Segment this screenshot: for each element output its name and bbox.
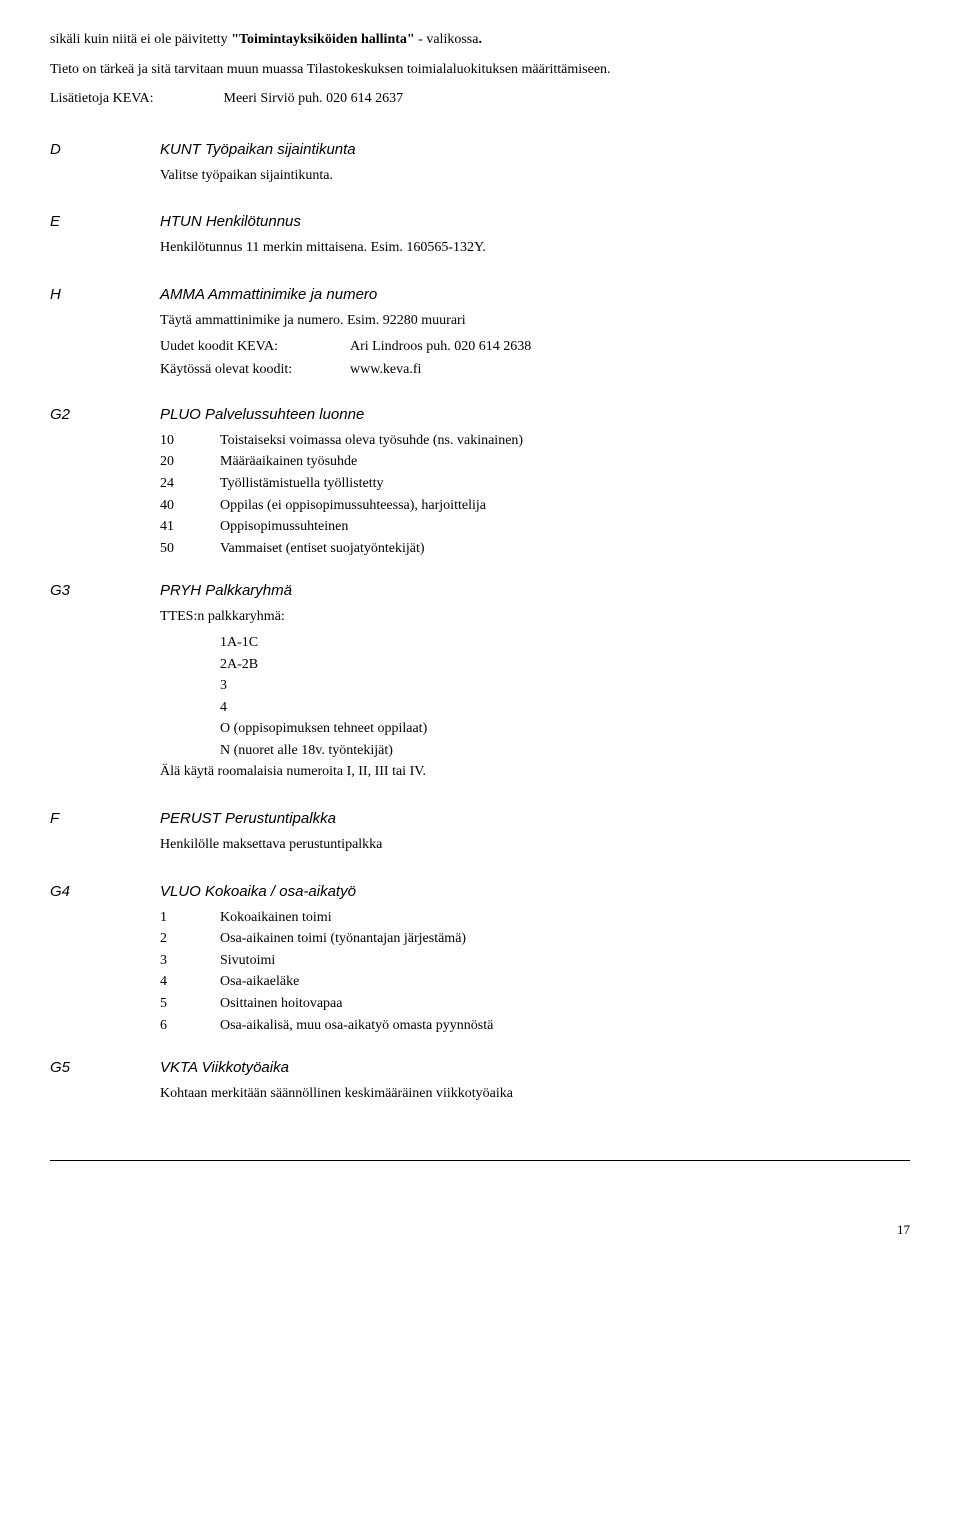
body-text: Kohtaan merkitään säännöllinen keskimäär… [160,1084,910,1104]
section-G2: G2PLUO Palvelussuhteen luonne 10Toistaise… [50,404,910,561]
indent-item: 2A-2B [220,655,910,675]
section-G3: G3PRYH Palkkaryhmä TTES:n palkkaryhmä: 1A-… [50,580,910,788]
section-heading: AMMA Ammattinimike ja numero [160,284,910,305]
section-content: HTUN Henkilötunnus Henkilötunnus 11 merki… [160,211,910,264]
list-code: 3 [160,951,220,971]
list-row: 4Osa-aikaeläke [160,972,910,992]
section-heading: VKTA Viikkotyöaika [160,1057,910,1078]
kv-row: Uudet koodit KEVA:Ari Lindroos puh. 020 … [160,337,910,357]
list-code: 4 [160,972,220,992]
list-code: 2 [160,929,220,949]
list-code: 20 [160,452,220,472]
list-code: 41 [160,517,220,537]
intro-line-2: Tieto on tärkeä ja sitä tarvitaan muun m… [50,60,910,80]
body-text: TTES:n palkkaryhmä: [160,607,910,627]
list-label: Osa-aikalisä, muu osa-aikatyö omasta pyy… [220,1016,910,1036]
section-letter: E [50,211,160,264]
section-content: KUNT Työpaikan sijaintikunta Valitse työp… [160,139,910,192]
list-label: Osa-aikainen toimi (työnantajan järjestä… [220,929,910,949]
section-letter: F [50,808,160,861]
list-label: Toistaiseksi voimassa oleva työsuhde (ns… [220,431,910,451]
list-row: 50Vammaiset (entiset suojatyöntekijät) [160,539,910,559]
lisatietoja-row: Lisätietoja KEVA: Meeri Sirviö puh. 020 … [50,89,910,109]
list-row: 10Toistaiseksi voimassa oleva työsuhde (… [160,431,910,451]
list-row: 5Osittainen hoitovapaa [160,994,910,1014]
body-text: Älä käytä roomalaisia numeroita I, II, I… [160,762,910,782]
list-code: 24 [160,474,220,494]
lisatietoja-value: Meeri Sirviö puh. 020 614 2637 [224,91,404,106]
section-letter: G5 [50,1057,160,1110]
list-row: 24Työllistämistuella työllistetty [160,474,910,494]
section-heading: HTUN Henkilötunnus [160,211,910,232]
kv-label: Käytössä olevat koodit: [160,360,350,380]
section-heading: PERUST Perustuntipalkka [160,808,910,829]
indent-item: O (oppisopimuksen tehneet oppilaat) [220,719,910,739]
section-content: PRYH Palkkaryhmä TTES:n palkkaryhmä: 1A-1C… [160,580,910,788]
section-letter: D [50,139,160,192]
list-label: Vammaiset (entiset suojatyöntekijät) [220,539,910,559]
list-label: Sivutoimi [220,951,910,971]
list-label: Oppilas (ei oppisopimussuhteessa), harjo… [220,496,910,516]
section-F: FPERUST Perustuntipalkka Henkilölle makse… [50,808,910,861]
section-heading: PRYH Palkkaryhmä [160,580,910,601]
section-letter: H [50,284,160,384]
list-code: 50 [160,539,220,559]
list-label: Työllistämistuella työllistetty [220,474,910,494]
lisatietoja-label: Lisätietoja KEVA: [50,89,220,109]
section-heading: KUNT Työpaikan sijaintikunta [160,139,910,160]
kv-label: Uudet koodit KEVA: [160,337,350,357]
list-row: 6Osa-aikalisä, muu osa-aikatyö omasta py… [160,1016,910,1036]
list-label: Oppisopimussuhteinen [220,517,910,537]
page-number: 17 [50,1221,910,1239]
kv-row: Käytössä olevat koodit:www.keva.fi [160,360,910,380]
list-code: 1 [160,908,220,928]
list-row: 20Määräaikainen työsuhde [160,452,910,472]
sections-container: DKUNT Työpaikan sijaintikunta Valitse työ… [50,139,910,1130]
section-content: VKTA Viikkotyöaika Kohtaan merkitään sään… [160,1057,910,1110]
list-code: 40 [160,496,220,516]
list-row: 1Kokoaikainen toimi [160,908,910,928]
list-row: 2Osa-aikainen toimi (työnantajan järjest… [160,929,910,949]
intro-block: sikäli kuin niitä ei ole päivitetty "Toi… [50,30,910,109]
section-letter: G4 [50,881,160,1038]
section-content: VLUO Kokoaika / osa-aikatyö 1Kokoaikainen… [160,881,910,1038]
kv-value: Ari Lindroos puh. 020 614 2638 [350,339,531,354]
list-label: Kokoaikainen toimi [220,908,910,928]
indent-list: 1A-1C2A-2B34O (oppisopimuksen tehneet op… [160,633,910,761]
indent-item: N (nuoret alle 18v. työntekijät) [220,741,910,761]
list-label: Osittainen hoitovapaa [220,994,910,1014]
section-content: PLUO Palvelussuhteen luonne 10Toistaiseks… [160,404,910,561]
indent-item: 3 [220,676,910,696]
list-code: 5 [160,994,220,1014]
body-text: Valitse työpaikan sijaintikunta. [160,166,910,186]
list-label: Osa-aikaeläke [220,972,910,992]
list-row: 3Sivutoimi [160,951,910,971]
section-G4: G4VLUO Kokoaika / osa-aikatyö 1Kokoaikain… [50,881,910,1038]
footer-rule [50,1160,910,1161]
section-letter: G2 [50,404,160,561]
intro-line-1: sikäli kuin niitä ei ole päivitetty "Toi… [50,30,910,50]
section-heading: VLUO Kokoaika / osa-aikatyö [160,881,910,902]
list-code: 6 [160,1016,220,1036]
section-content: PERUST Perustuntipalkka Henkilölle makset… [160,808,910,861]
list-row: 40Oppilas (ei oppisopimussuhteessa), har… [160,496,910,516]
section-heading: PLUO Palvelussuhteen luonne [160,404,910,425]
section-H: HAMMA Ammattinimike ja numero Täytä ammat… [50,284,910,384]
kv-value: www.keva.fi [350,362,421,377]
section-G5: G5VKTA Viikkotyöaika Kohtaan merkitään sä… [50,1057,910,1110]
indent-item: 4 [220,698,910,718]
list-label: Määräaikainen työsuhde [220,452,910,472]
list-row: 41Oppisopimussuhteinen [160,517,910,537]
body-text: Täytä ammattinimike ja numero. Esim. 922… [160,311,910,331]
section-D: DKUNT Työpaikan sijaintikunta Valitse työ… [50,139,910,192]
body-text: Henkilötunnus 11 merkin mittaisena. Esim… [160,238,910,258]
section-content: AMMA Ammattinimike ja numero Täytä ammatt… [160,284,910,384]
section-letter: G3 [50,580,160,788]
indent-item: 1A-1C [220,633,910,653]
section-E: EHTUN Henkilötunnus Henkilötunnus 11 merk… [50,211,910,264]
list-code: 10 [160,431,220,451]
body-text: Henkilölle maksettava perustuntipalkka [160,835,910,855]
